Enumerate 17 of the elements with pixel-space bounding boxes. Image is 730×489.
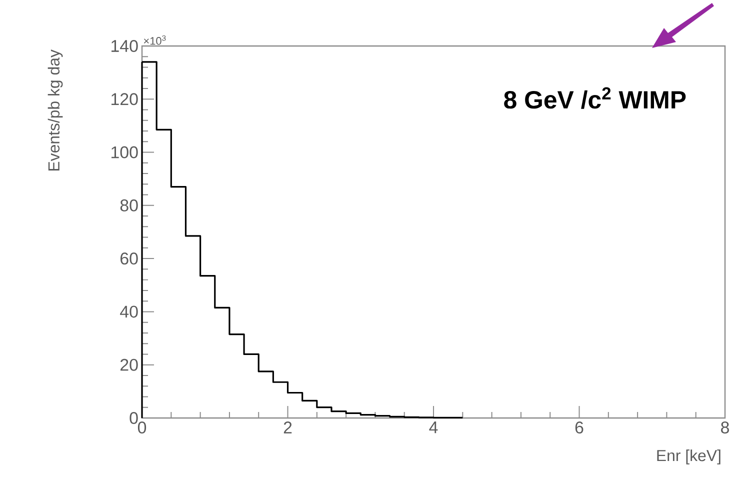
x-tick-label: 0 — [138, 422, 146, 434]
y-axis-title: Events/pb kg day — [48, 50, 63, 170]
y-tick-label: 80 — [120, 199, 138, 212]
text: ×10$^{3}$ — [144, 35, 166, 45]
y-tick-label: 120 — [112, 93, 138, 106]
x-tick-label: 8 — [721, 422, 729, 434]
x-tick-label: 2 — [284, 422, 292, 434]
y-tick-label: 0 — [130, 412, 138, 424]
annotation: 8 GeV /c$^{2}$ WIMP — [504, 87, 686, 109]
y-tick-label: 100 — [112, 146, 138, 158]
y-tick-label: 140 — [112, 40, 138, 52]
x-tick-label: 4 — [429, 422, 438, 434]
x-tick-label: 6 — [575, 422, 584, 434]
y-tick-label: 40 — [120, 306, 138, 318]
y-tick-label: 20 — [120, 358, 138, 371]
y-tick-label: 60 — [120, 252, 138, 265]
x-axis-title: Enr [keV] — [657, 450, 720, 464]
